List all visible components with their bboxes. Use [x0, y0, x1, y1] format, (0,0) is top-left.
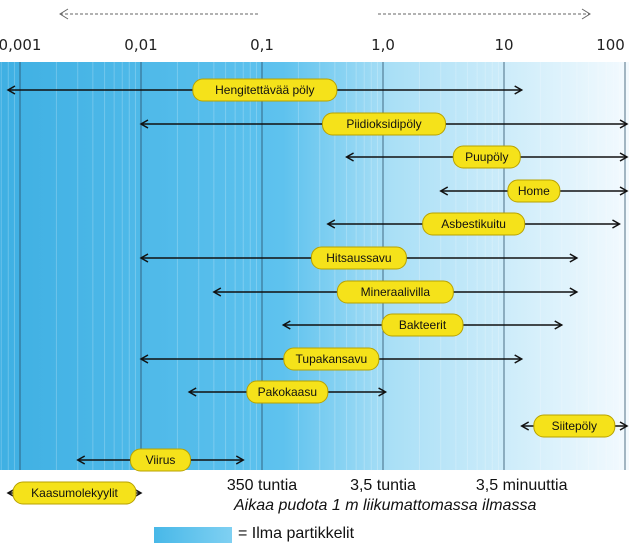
range-label-pill: [283, 347, 380, 371]
range-label-pill: [507, 179, 561, 203]
range-arrow-left: [6, 85, 16, 95]
tick-label: 0,01: [124, 36, 157, 54]
range-arrow-right: [235, 455, 245, 465]
band-stripes: [0, 62, 620, 470]
range-arrow-right: [554, 320, 564, 330]
caption: Aikaa pudota 1 m liikumattomassa ilmassa: [234, 497, 537, 514]
top-arrow-left-head: [59, 8, 69, 20]
range-label: Siitepöly: [552, 419, 597, 433]
range-label-pill: [310, 246, 407, 270]
range-arrow-right: [619, 421, 629, 431]
range-arrow-left: [187, 387, 197, 397]
range-mineraalivilla: Mineraalivilla: [212, 280, 579, 304]
range-label-pill: [422, 212, 526, 236]
range-kaasumolekyylit: Kaasumolekyylit: [6, 481, 143, 505]
range-arrow-right: [378, 387, 388, 397]
range-label-pill: [246, 380, 329, 404]
range-arrow-left: [345, 152, 354, 162]
range-label: Piidioksidipöly: [346, 117, 421, 131]
range-label: Pakokaasu: [258, 385, 317, 399]
range-label: Tupakansavu: [296, 352, 368, 366]
tick-label: 0,001: [0, 36, 41, 54]
top-arrow-right-head: [581, 8, 591, 20]
settling-time-labels: 350 tuntia 3,5 tuntia 3,5 minuuttia: [227, 477, 568, 494]
range-label: Home: [518, 184, 550, 198]
range-label-pill: [12, 481, 137, 505]
range-arrow-left: [520, 421, 530, 431]
particle-ranges: Hengitettävää pöly Piidioksidipöly Puupöly…: [6, 78, 629, 505]
range-arrow-right: [619, 186, 629, 196]
range-arrow-right: [612, 219, 621, 229]
range-arrow-left: [139, 119, 149, 129]
range-arrow-left: [326, 219, 336, 229]
range-asbestikuitu: Asbestikuitu: [326, 212, 621, 236]
range-puupoly: Puupöly: [345, 145, 629, 169]
range-bakteerit: Bakteerit: [281, 313, 564, 337]
range-pakokaasu: Pakokaasu: [187, 380, 388, 404]
tick-label: 0,1: [250, 36, 274, 54]
range-label: Puupöly: [465, 150, 508, 164]
range-tupakansavu: Tupakansavu: [139, 347, 524, 371]
tick-label: 10: [494, 36, 513, 54]
range-label: Kaasumolekyylit: [31, 486, 118, 500]
legend-label: = Ilma partikkelit: [238, 525, 355, 542]
time-label: 350 tuntia: [227, 477, 297, 494]
range-label: Asbestikuitu: [441, 217, 506, 231]
tick-label: 100 µm: [596, 36, 629, 54]
range-label: Hengitettävää pöly: [215, 83, 314, 97]
x-axis-ticks: 0,001 0,01 0,1 1,0 10 100 µm: [0, 36, 629, 54]
legend-swatch: [154, 527, 232, 543]
range-label-pill: [192, 78, 338, 102]
range-label: Bakteerit: [399, 318, 447, 332]
range-siitepoly: Siitepöly: [520, 414, 629, 438]
range-arrow-left: [281, 320, 291, 330]
time-label: 3,5 tuntia: [350, 477, 416, 494]
range-label-pill: [129, 448, 191, 472]
range-arrow-right: [569, 287, 579, 297]
range-arrow-right: [619, 119, 629, 129]
range-label-pill: [322, 112, 446, 136]
tick-label: 1,0: [371, 36, 395, 54]
time-label: 3,5 minuuttia: [476, 477, 568, 494]
decade-gridlines: [19, 62, 626, 470]
range-arrow-left: [76, 455, 86, 465]
range-hengitettavaa-poly: Hengitettävää pöly: [6, 78, 524, 102]
range-label-pill: [336, 280, 454, 304]
range-hitsaussavu: Hitsaussavu: [139, 246, 579, 270]
range-arrow-left: [139, 354, 149, 364]
range-viirus: Viirus: [76, 448, 245, 472]
range-label: Hitsaussavu: [326, 251, 391, 265]
range-label: Viirus: [146, 453, 176, 467]
range-arrow-left: [439, 186, 449, 196]
range-arrow-right: [569, 253, 579, 263]
range-label-pill: [381, 313, 464, 337]
range-arrow-right: [619, 152, 629, 162]
range-arrow-right: [514, 354, 524, 364]
range-label: Mineraalivilla: [361, 285, 431, 299]
range-arrow-left: [212, 287, 222, 297]
range-label-pill: [533, 414, 616, 438]
range-arrow-left: [139, 253, 149, 263]
range-home: Home: [439, 179, 629, 203]
range-piidioksidipoly: Piidioksidipöly: [139, 112, 629, 136]
range-label-pill: [452, 145, 521, 169]
range-arrow-right: [514, 85, 524, 95]
